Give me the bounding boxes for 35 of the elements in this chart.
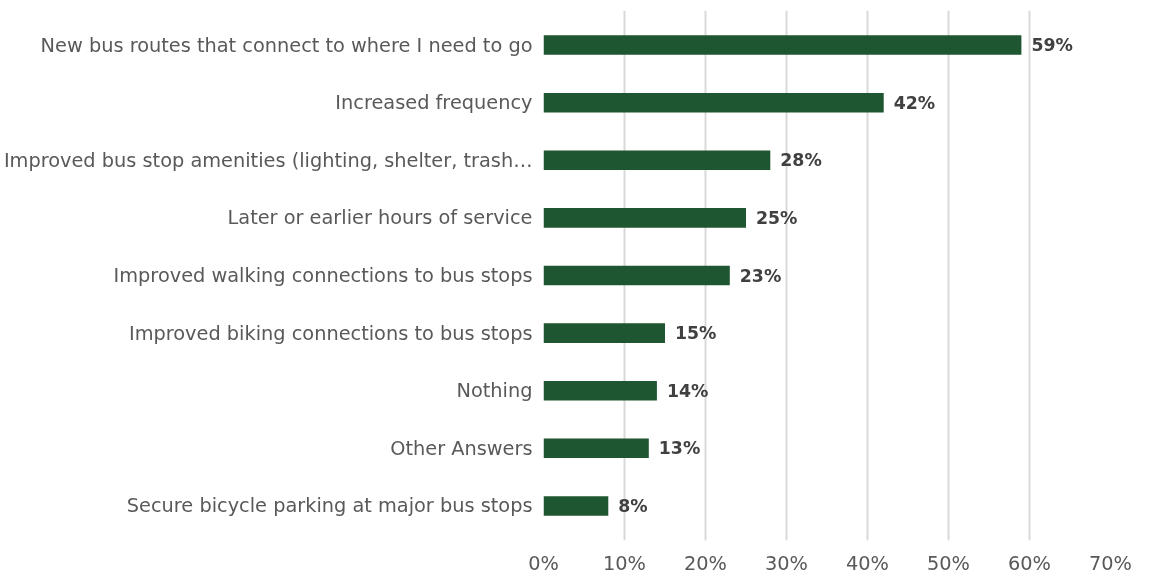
y-tick-label: Improved biking connections to bus stops (128, 321, 533, 345)
data-label: 59% (1031, 35, 1073, 56)
bar (543, 208, 746, 228)
y-tick-label: Improved walking connections to bus stops (113, 264, 533, 287)
x-tick-label: 70% (1089, 551, 1132, 575)
data-label: 28% (780, 150, 822, 171)
bar (543, 380, 657, 401)
y-tick-label: Later or earlier hours of service (227, 206, 533, 230)
x-tick-label: 10% (603, 551, 646, 575)
y-tick-label: Other Answers (390, 436, 533, 460)
bar (543, 323, 665, 343)
y-tick-label: Secure bicycle parking at major bus stops (126, 494, 533, 518)
x-tick-label: 60% (1008, 551, 1051, 575)
bar (543, 496, 609, 516)
bar (543, 150, 771, 171)
data-label: 23% (739, 265, 782, 286)
bar (543, 265, 730, 286)
x-tick-label: 40% (846, 551, 889, 575)
y-tick-label: Increased frequency (335, 91, 533, 115)
data-label: 42% (893, 92, 936, 113)
bar (543, 438, 649, 459)
data-label: 13% (658, 438, 701, 459)
bar (543, 92, 884, 113)
x-tick-label: 20% (684, 551, 727, 575)
x-tick-label: 0% (528, 551, 559, 575)
x-tick-label: 30% (765, 551, 808, 575)
data-label: 14% (666, 380, 709, 401)
x-tick-label: 50% (927, 551, 970, 575)
y-tick-label: Improved bus stop amenities (lighting, shelter, trash… (3, 148, 533, 172)
y-tick-label: Nothing (456, 379, 533, 403)
y-tick-label: New bus routes that connect to where I need to go (40, 33, 533, 57)
data-label: 15% (675, 323, 717, 344)
data-label: 25% (756, 207, 798, 228)
data-label: 8% (618, 495, 648, 516)
bar (543, 35, 1022, 55)
